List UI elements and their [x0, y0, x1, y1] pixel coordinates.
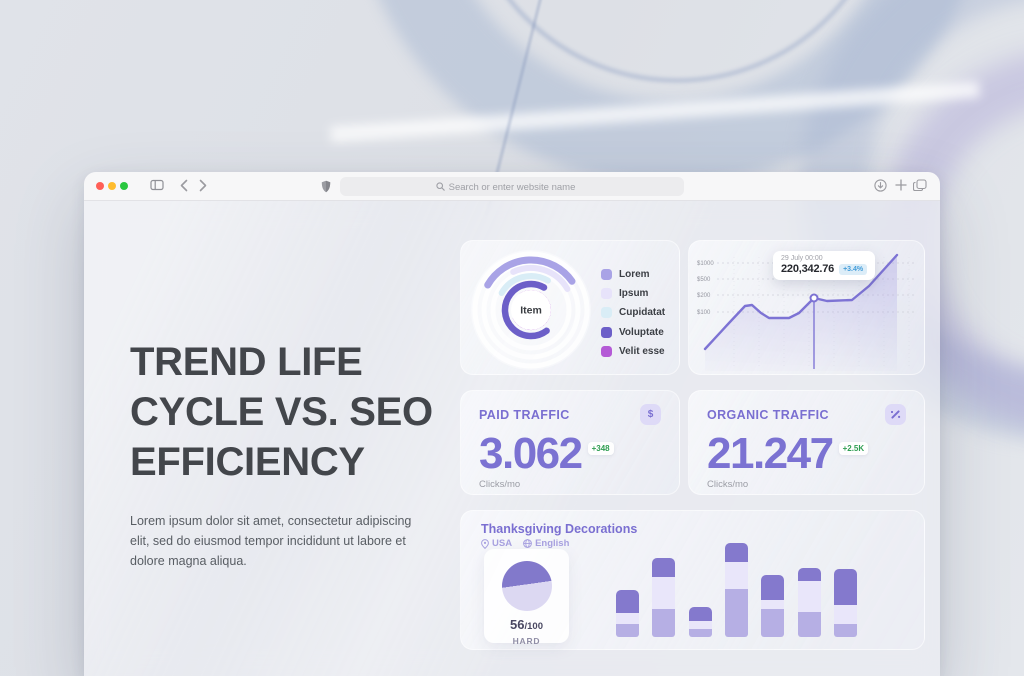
address-bar[interactable] — [340, 177, 684, 197]
organic-traffic-title: ORGANIC TRAFFIC — [707, 407, 829, 422]
legend-swatch — [601, 288, 612, 300]
legend-swatch — [601, 307, 612, 319]
organic-traffic-unit: Clicks/mo — [707, 479, 749, 490]
page-title: TREND LIFE CYCLE VS. SEO EFFICIENCY — [130, 340, 433, 484]
downloads-icon[interactable] — [874, 179, 887, 192]
legend-label: Cupidatat — [619, 307, 666, 319]
donut-chart: Item — [471, 250, 591, 370]
search-input[interactable] — [340, 178, 684, 197]
hero-section: TREND LIFE CYCLE VS. SEO EFFICIENCY Lore… — [130, 337, 460, 571]
organic-traffic-change-badge: +2.5K — [838, 442, 869, 455]
stacked-bar — [652, 558, 676, 637]
forward-icon[interactable] — [199, 179, 207, 192]
stacked-bar — [724, 543, 748, 637]
difficulty-pie-chart — [501, 561, 552, 611]
score-max: /100 — [524, 621, 543, 632]
svg-text:$200: $200 — [697, 293, 711, 299]
back-icon[interactable] — [180, 179, 188, 192]
dollar-icon: $ — [640, 404, 661, 425]
svg-text:$1000: $1000 — [697, 261, 714, 267]
difficulty-label: HARD — [512, 636, 541, 646]
legend-label: Velit esse — [619, 345, 665, 357]
line-chart-card: $1000 $500 $200 $100 29 July 00:00 220,342.… — [688, 240, 925, 375]
legend-label: Ipsum — [619, 288, 649, 300]
keyword-country: USA — [481, 538, 512, 549]
zoom-window-button[interactable] — [120, 182, 128, 190]
tooltip-value: 220,342.76 — [781, 263, 835, 275]
privacy-shield-icon[interactable] — [321, 180, 331, 193]
dashboard-cards: Item Lorem Ipsum Cupidatat Voluptate Vel… — [460, 240, 925, 650]
background-ring-inner — [462, 0, 892, 82]
donut-legend: Lorem Ipsum Cupidatat Voluptate Velit es… — [601, 265, 665, 361]
donut-chart-card: Item Lorem Ipsum Cupidatat Voluptate Vel… — [460, 240, 680, 375]
svg-text:$500: $500 — [697, 277, 711, 283]
location-pin-icon — [481, 538, 489, 549]
legend-item: Lorem — [601, 265, 665, 284]
tooltip-date: 29 July 00:00 — [781, 255, 823, 262]
donut-center-label: Item — [520, 305, 542, 317]
keyword-language: English — [523, 538, 569, 549]
stacked-bar — [797, 568, 821, 637]
window-controls — [96, 182, 128, 190]
new-tab-icon[interactable] — [895, 179, 907, 191]
globe-icon — [523, 539, 532, 548]
stacked-bar-chart — [616, 537, 857, 637]
page-content: TREND LIFE CYCLE VS. SEO EFFICIENCY Lore… — [84, 201, 940, 676]
hero-description: Lorem ipsum dolor sit amet, consectetur … — [130, 514, 412, 568]
magic-wand-icon — [885, 404, 906, 425]
browser-toolbar — [84, 172, 940, 201]
sidebar-icon[interactable] — [150, 179, 164, 191]
svg-text:$100: $100 — [697, 310, 711, 316]
legend-label: Voluptate — [619, 326, 664, 338]
tooltip-change-badge: +3.4% — [839, 263, 868, 275]
legend-item: Voluptate — [601, 323, 665, 342]
tab-overview-icon[interactable] — [913, 179, 927, 192]
stacked-bar — [616, 590, 639, 637]
chart-tooltip: 29 July 00:00 220,342.76 +3.4% — [773, 251, 876, 280]
difficulty-score-card: 56/100 HARD — [484, 549, 569, 646]
legend-item: Ipsum — [601, 284, 665, 303]
minimize-window-button[interactable] — [108, 182, 116, 190]
organic-traffic-card: ORGANIC TRAFFIC 21.247 +2.5K Clicks/mo — [688, 390, 925, 495]
score-value: 56 — [510, 617, 525, 632]
browser-window: TREND LIFE CYCLE VS. SEO EFFICIENCY Lore… — [84, 172, 940, 676]
keyword-meta: USA English — [481, 538, 569, 549]
stacked-bar — [833, 569, 857, 637]
organic-traffic-value: 21.247 — [707, 429, 834, 478]
keyword-title: Thanksgiving Decorations — [481, 522, 638, 536]
paid-traffic-change-badge: +348 — [587, 442, 614, 455]
legend-swatch — [601, 345, 612, 357]
legend-swatch — [601, 326, 612, 338]
legend-swatch — [601, 269, 612, 281]
stacked-bar — [761, 575, 785, 637]
legend-item: Velit esse — [601, 342, 665, 361]
close-window-button[interactable] — [96, 182, 104, 190]
paid-traffic-card: PAID TRAFFIC $ 3.062 +348 Clicks/mo — [460, 390, 680, 495]
paid-traffic-unit: Clicks/mo — [479, 479, 521, 490]
legend-label: Lorem — [619, 269, 650, 281]
background-light-band — [330, 81, 980, 143]
stacked-bar — [688, 607, 712, 637]
keyword-card: Thanksgiving Decorations USA English 56/… — [460, 510, 925, 650]
legend-item: Cupidatat — [601, 303, 665, 322]
paid-traffic-title: PAID TRAFFIC — [479, 407, 570, 422]
line-chart: $1000 $500 $200 $100 — [697, 253, 917, 371]
paid-traffic-value: 3.062 — [479, 429, 583, 478]
